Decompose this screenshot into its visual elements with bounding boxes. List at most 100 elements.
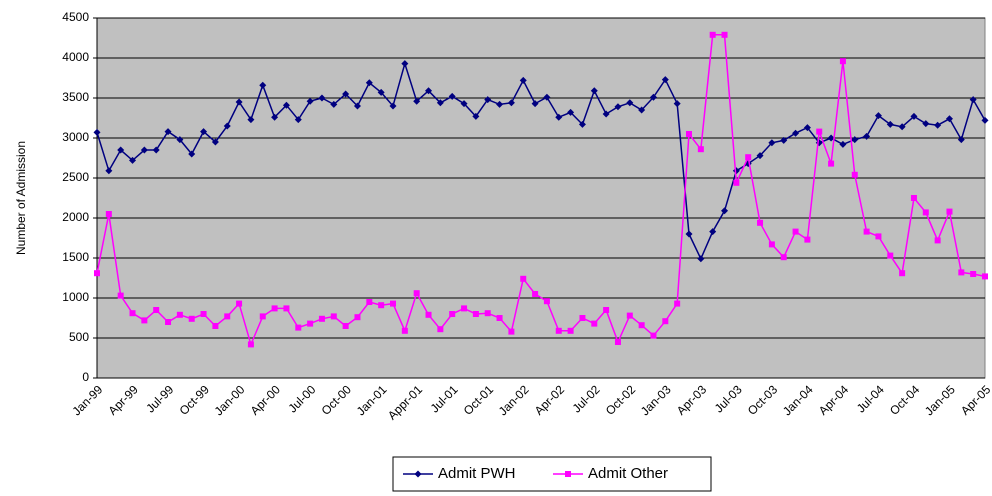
data-point (780, 136, 788, 144)
data-point (532, 291, 539, 297)
y-tick-label: 4500 (62, 10, 89, 24)
data-point (756, 152, 764, 160)
data-point (472, 311, 479, 317)
x-tick-label: Jan-04 (780, 382, 816, 418)
data-point (910, 112, 918, 120)
data-point (910, 195, 917, 201)
data-point (875, 233, 882, 240)
x-tick-label: Apr-04 (816, 382, 852, 418)
y-tick-label: 1500 (62, 250, 89, 264)
data-point (685, 230, 693, 238)
data-point (152, 146, 160, 154)
data-point (437, 326, 444, 333)
data-point (555, 327, 562, 334)
data-point (140, 146, 148, 154)
x-tick-label: Oct-02 (603, 382, 639, 418)
y-axis-label: Number of Admission (14, 141, 28, 255)
x-tick-label: Jan-02 (496, 382, 532, 418)
data-point (662, 318, 669, 325)
data-point (638, 106, 646, 114)
data-point (236, 300, 243, 307)
data-point (591, 320, 598, 327)
data-point (117, 292, 124, 299)
data-point (271, 113, 279, 121)
x-tick-label: Apr-05 (958, 382, 992, 418)
data-point (330, 100, 338, 108)
data-point (353, 102, 361, 110)
x-tick-label: Oct-99 (177, 382, 213, 418)
x-tick-label: Jul-99 (143, 382, 176, 415)
data-point (970, 271, 977, 277)
data-point (733, 179, 740, 186)
data-point (543, 93, 551, 101)
data-point (378, 302, 385, 309)
data-point (377, 88, 385, 96)
data-point (105, 211, 112, 217)
x-tick-label: Oct-03 (745, 382, 781, 418)
x-tick-label: Apr-02 (532, 382, 568, 418)
data-point (306, 97, 314, 105)
data-point (804, 236, 811, 243)
data-point (709, 228, 717, 236)
data-point (946, 208, 953, 215)
data-point (507, 99, 515, 107)
x-tick-label: Jan-00 (212, 382, 248, 418)
data-point (945, 115, 953, 123)
data-point (449, 311, 456, 317)
data-point (129, 310, 136, 317)
data-point (141, 317, 148, 324)
data-point (851, 171, 858, 178)
data-point (863, 132, 871, 140)
data-point (211, 138, 219, 146)
y-tick-label: 1000 (62, 290, 89, 304)
data-point (543, 298, 550, 305)
data-point (816, 128, 823, 135)
data-point (686, 131, 692, 137)
data-point (981, 116, 989, 124)
data-point (982, 273, 988, 280)
series-line (96, 60, 986, 261)
data-point (389, 102, 397, 110)
data-point (176, 311, 183, 318)
data-point (661, 76, 669, 84)
data-point (401, 327, 408, 334)
data-point (934, 237, 941, 244)
data-point (803, 124, 811, 132)
data-point (626, 99, 634, 107)
legend-box (392, 456, 712, 492)
y-tick-label: 3000 (62, 130, 89, 144)
x-tick-label: Jan-03 (638, 382, 674, 418)
data-point (508, 328, 515, 335)
data-point (626, 312, 633, 319)
data-point (460, 100, 468, 108)
data-point (922, 209, 929, 216)
data-point (520, 275, 527, 282)
data-point (709, 31, 716, 38)
x-tick-label: Apr-00 (248, 382, 284, 418)
x-tick-label: Jan-99 (70, 382, 106, 418)
series (93, 60, 989, 263)
data-point (330, 313, 337, 320)
data-point (898, 123, 906, 131)
series-line (96, 34, 986, 347)
data-point (768, 241, 775, 248)
series (94, 31, 988, 348)
data-point (649, 93, 657, 101)
data-point (602, 110, 610, 118)
data-point (899, 270, 906, 277)
data-point (212, 323, 219, 329)
y-tick-label: 3500 (62, 90, 89, 104)
data-point (839, 58, 846, 65)
data-point (200, 311, 207, 317)
data-point (200, 128, 208, 136)
data-point (259, 313, 266, 320)
data-point (531, 100, 539, 108)
data-point (567, 327, 574, 334)
data-point (461, 305, 468, 312)
x-tick-label: Jul-01 (428, 382, 461, 415)
data-point (342, 90, 350, 98)
data-point (603, 307, 610, 313)
y-tick-label: 500 (69, 330, 89, 344)
y-tick-label: 2500 (62, 170, 89, 184)
